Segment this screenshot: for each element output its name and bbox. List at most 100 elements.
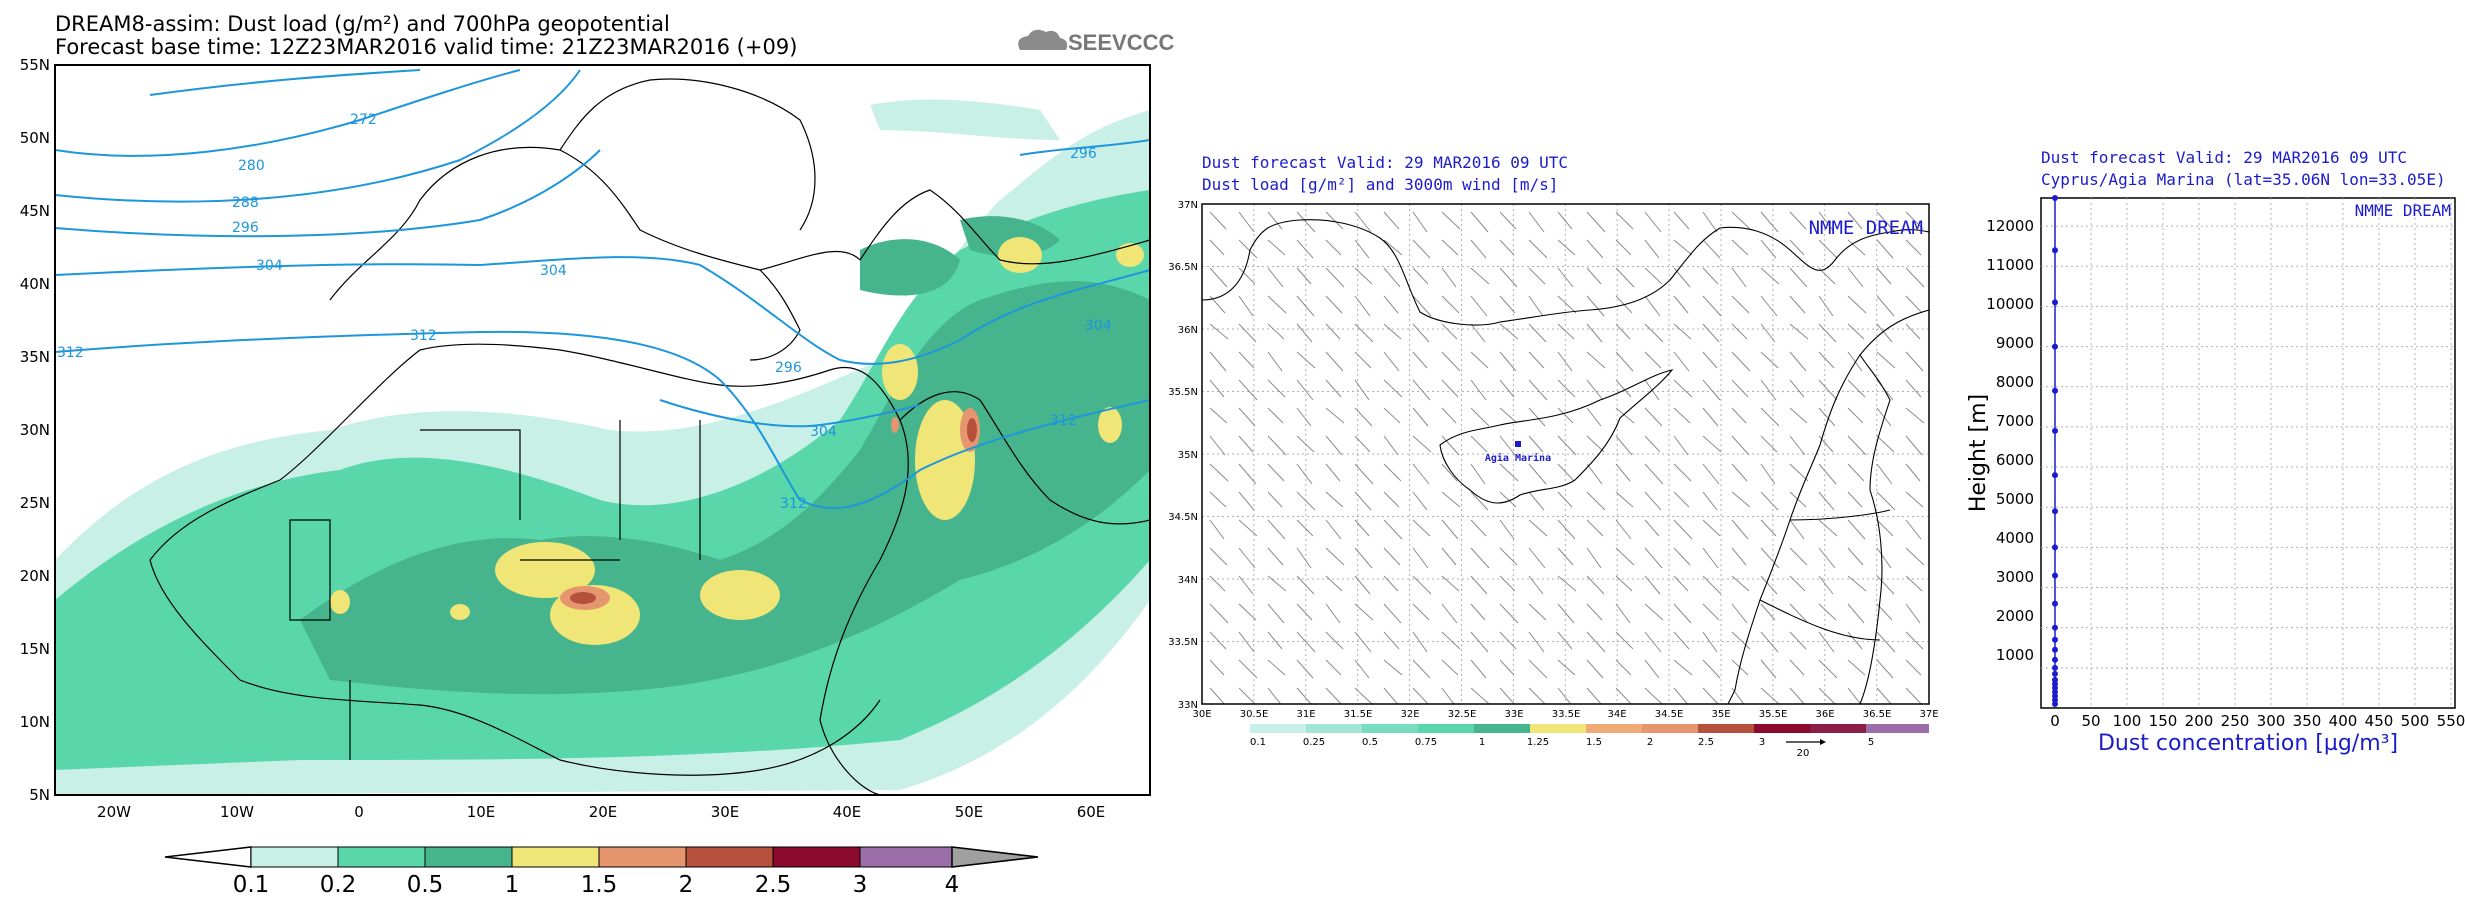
- profile-point: [2052, 544, 2058, 551]
- colorbar-box: [598, 846, 687, 868]
- wind-vector: [1557, 463, 1575, 482]
- wind-vector: [1760, 211, 1779, 233]
- wind-vector: [1644, 211, 1662, 233]
- wind-vector: [1557, 323, 1575, 340]
- wind-vector: [1267, 267, 1284, 288]
- wind-vector: [1818, 407, 1836, 427]
- wind-vector: [1383, 575, 1399, 592]
- wind-vector: [1499, 239, 1515, 256]
- wind-vector: [1876, 659, 1894, 679]
- middle-title-line1: Dust forecast Valid: 29 MAR2016 09 UTC: [1202, 153, 1568, 172]
- lon-label: 36E: [1815, 709, 1834, 720]
- colorbar-max-arrow: [951, 846, 1039, 868]
- wind-vector: [1615, 631, 1634, 650]
- wind-vector: [1702, 435, 1722, 453]
- wind-vector: [1209, 211, 1227, 230]
- wind-vector: [1847, 267, 1864, 288]
- wind-vector: [1905, 267, 1925, 288]
- wind-vector: [1325, 547, 1345, 566]
- wind-vector: [1412, 295, 1432, 317]
- wind-vector: [1760, 407, 1780, 427]
- middle-coastlines: [1202, 219, 1929, 704]
- wind-vector: [1586, 239, 1604, 259]
- wind-vector: [1267, 463, 1285, 482]
- wind-vector: [1267, 407, 1284, 424]
- wind-vector: [1789, 603, 1809, 624]
- wind-vector: [1702, 379, 1721, 401]
- wind-vector: [1760, 267, 1780, 285]
- wind-vector: [1209, 239, 1225, 256]
- lon-label: 31E: [1296, 709, 1315, 720]
- wind-vector: [1354, 519, 1370, 537]
- wind-vector: [1412, 351, 1428, 369]
- wind-vector: [1847, 575, 1867, 592]
- profile-gridlines: [2041, 198, 2455, 708]
- wind-vector: [1644, 687, 1663, 704]
- wind-vector: [1760, 239, 1777, 259]
- wind-vector: [1557, 239, 1576, 256]
- geopotential-contours: [55, 69, 1150, 509]
- wind-vector: [1702, 547, 1719, 569]
- colorbar-label: 3: [853, 872, 868, 898]
- profile-point: [2052, 195, 2058, 201]
- wind-vector: [1876, 491, 1896, 511]
- lat-label: 55N: [20, 56, 50, 74]
- wind-vector: [1528, 323, 1547, 343]
- wind-vector: [1586, 603, 1603, 621]
- wind-vector: [1528, 659, 1548, 679]
- left-lat-axis: 55N 50N 45N 40N 35N 30N 25N 20N 15N 10N …: [20, 56, 50, 804]
- wind-vector: [1557, 295, 1577, 314]
- wind-vector: [1383, 631, 1400, 650]
- profile-point: [2052, 664, 2058, 671]
- wind-vector: [1905, 351, 1924, 372]
- lat-label: 35N: [20, 348, 50, 366]
- wind-vector: [1615, 407, 1635, 424]
- dust-load-field: [55, 99, 1150, 795]
- wind-vector: [1325, 659, 1342, 676]
- wind-vector: [1673, 659, 1693, 676]
- wind-vector: [1673, 491, 1690, 508]
- wind-vector: [1847, 407, 1864, 424]
- wind-vector: [1209, 323, 1229, 340]
- wind-vector: [1760, 603, 1776, 621]
- left-colorbar: 0.1 0.2 0.5 1 1.5 2 2.5 3 4: [164, 846, 1039, 898]
- wind-vector: [1412, 519, 1431, 537]
- wind-vector: [1499, 351, 1517, 372]
- wind-vector: [1876, 239, 1894, 259]
- wind-vector: [1441, 323, 1458, 340]
- wind-vector: [1847, 463, 1865, 482]
- wind-vector: [1557, 491, 1573, 508]
- wind-vector: [1615, 547, 1635, 566]
- x-tick-label: 500: [2401, 712, 2430, 730]
- wind-vector: [1296, 211, 1316, 233]
- wind-vector: [1470, 603, 1486, 621]
- wind-vector: [1238, 351, 1255, 369]
- wind-vector: [1267, 575, 1287, 592]
- wind-vector: [1296, 435, 1315, 453]
- wind-vector: [1731, 491, 1751, 508]
- wind-vector: [1441, 351, 1461, 372]
- colorbar-box: [337, 846, 426, 868]
- wind-vector: [1586, 435, 1605, 453]
- lon-label: 31.5E: [1344, 709, 1373, 720]
- wind-vector: [1615, 435, 1633, 456]
- lat-label: 34.5N: [1168, 512, 1198, 523]
- wind-vector: [1557, 631, 1573, 650]
- wind-vector: [1731, 407, 1747, 424]
- wind-vector: [1499, 407, 1518, 424]
- profile-point: [2052, 670, 2058, 677]
- lon-label: 30E: [711, 803, 740, 821]
- x-tick-label: 200: [2185, 712, 2214, 730]
- wind-vector: [1644, 323, 1664, 343]
- lat-label: 34N: [1178, 575, 1198, 586]
- wind-vector: [1586, 547, 1602, 569]
- wind-vectors: [1209, 211, 1925, 704]
- profile-point: [2052, 636, 2058, 643]
- wind-vector: [1470, 575, 1488, 595]
- wind-vector: [1296, 631, 1316, 653]
- wind-vector: [1383, 659, 1403, 676]
- wind-vector: [1412, 603, 1430, 621]
- wind-vector: [1412, 547, 1429, 569]
- wind-vector: [1325, 631, 1344, 650]
- y-tick-label: 12000: [1986, 217, 2034, 235]
